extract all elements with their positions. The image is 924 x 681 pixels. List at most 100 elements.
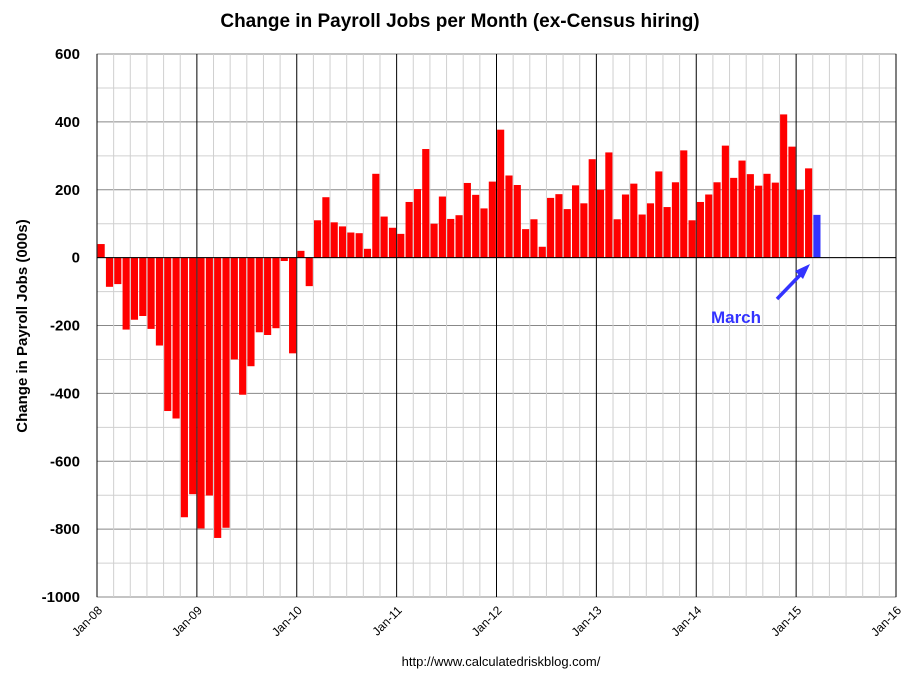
x-tick-label: Jan-08 (69, 603, 105, 639)
bar (596, 189, 605, 258)
bar (405, 201, 413, 258)
y-tick-label: 400 (55, 114, 80, 131)
y-tick-label: -600 (50, 453, 80, 470)
x-tick-label: Jan-16 (868, 603, 904, 639)
y-tick-label: 200 (55, 182, 80, 199)
bar (613, 219, 621, 258)
x-tick-label: Jan-15 (768, 603, 804, 639)
bar (646, 203, 655, 258)
bar (746, 174, 754, 258)
grid (96, 53, 897, 598)
y-tick-label: -200 (50, 318, 80, 335)
bar (205, 257, 213, 496)
chart-title: Change in Payroll Jobs per Month (ex-Cen… (220, 11, 699, 32)
bar (522, 229, 530, 258)
annotation: March (711, 264, 810, 327)
y-tick-label: 0 (72, 250, 80, 267)
bar (671, 182, 680, 258)
bar (538, 246, 546, 258)
bar (247, 257, 255, 367)
bar (139, 257, 147, 316)
source-url: http://www.calculatedriskblog.com/ (402, 654, 601, 669)
bar (663, 207, 671, 258)
bar (214, 257, 222, 538)
bar (630, 183, 638, 258)
bar (289, 257, 297, 354)
bar (555, 194, 563, 258)
bar (272, 257, 280, 329)
bar (438, 196, 446, 258)
bar (463, 182, 471, 258)
bar (505, 175, 513, 258)
bar (230, 257, 238, 360)
bar (472, 194, 480, 258)
bar (313, 220, 322, 258)
bar (621, 194, 630, 258)
bar (788, 146, 796, 258)
bar (338, 226, 347, 258)
bar (563, 209, 571, 258)
bar (297, 250, 305, 258)
bar (780, 114, 788, 258)
bar (763, 173, 771, 258)
bar (430, 223, 438, 258)
bar (355, 233, 363, 258)
bar (705, 194, 713, 258)
bar (721, 145, 729, 258)
bar (330, 222, 338, 258)
bar (180, 257, 188, 518)
bars (97, 114, 821, 538)
bar (172, 257, 180, 419)
bar (572, 185, 580, 258)
bar (455, 215, 463, 258)
bar (488, 181, 496, 258)
bar (413, 189, 421, 258)
bar (305, 257, 313, 287)
bar (805, 168, 813, 258)
bar (122, 257, 130, 330)
bar (97, 244, 105, 258)
y-axis-label: Change in Payroll Jobs (000s) (14, 219, 31, 432)
bar (588, 159, 596, 258)
bar (222, 257, 230, 528)
bar (239, 257, 247, 395)
x-tick-label: Jan-11 (370, 603, 405, 638)
bar (605, 152, 613, 258)
annotation-arrow (775, 270, 805, 301)
bar (197, 257, 205, 529)
bar (497, 129, 505, 258)
y-tick-label: -800 (50, 521, 80, 538)
bar (530, 219, 538, 258)
bar (738, 160, 746, 258)
annotation-arrow-head (795, 264, 810, 279)
bar (547, 197, 555, 258)
bar (280, 257, 288, 262)
bar (397, 233, 405, 258)
bar (388, 227, 397, 258)
bar (480, 208, 488, 258)
bar (638, 214, 646, 258)
bar (796, 189, 804, 258)
bar (688, 220, 696, 258)
bar (447, 218, 455, 258)
bar (813, 214, 821, 258)
bar (513, 184, 521, 258)
bar (771, 182, 779, 258)
annotation-label: March (711, 308, 761, 327)
bar (680, 150, 688, 258)
x-tick-label: Jan-13 (569, 603, 605, 639)
x-tick-label: Jan-12 (469, 603, 505, 639)
bar (363, 248, 372, 258)
y-tick-label: 600 (55, 46, 80, 63)
bar (147, 257, 155, 329)
bar (347, 232, 355, 258)
bar (422, 149, 430, 258)
y-tick-label: -400 (50, 385, 80, 402)
bar (164, 257, 172, 412)
bar (755, 185, 763, 258)
bar (130, 257, 139, 320)
x-tick-label: Jan-10 (269, 603, 305, 639)
bar (189, 257, 197, 495)
bar (322, 197, 330, 258)
